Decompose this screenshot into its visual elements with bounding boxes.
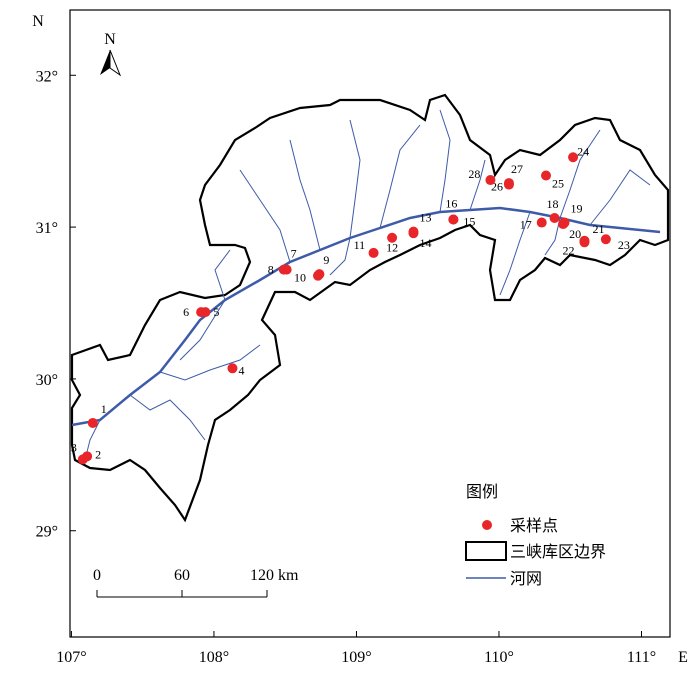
sampling-point: [387, 232, 398, 243]
frame: [69, 9, 671, 638]
point-label: 5: [213, 305, 219, 319]
sampling-point: [196, 307, 207, 318]
point-label: 12: [386, 241, 398, 255]
point-label: 27: [511, 162, 523, 176]
sampling-point: [312, 270, 323, 281]
legend-item: 河网: [510, 570, 542, 588]
point-label: 9: [323, 253, 329, 267]
point-label: 22: [562, 243, 574, 257]
sampling-point: [368, 247, 379, 258]
point-label: 2: [95, 447, 101, 461]
scale-bar: 0 60 120 km: [93, 567, 299, 598]
y-tick-label: 30°: [36, 372, 58, 389]
point-label: 11: [354, 238, 366, 252]
sampling-point: [536, 217, 547, 228]
point-label: 25: [552, 176, 564, 190]
x-tick-label: 111°: [627, 649, 656, 666]
sampling-point: [503, 178, 514, 189]
point-label: 28: [468, 167, 480, 181]
sampling-point: [541, 170, 552, 181]
sampling-point: [558, 219, 569, 230]
sampling-point: [568, 152, 579, 163]
point-label: 7: [291, 247, 297, 261]
scale-label: 60: [174, 567, 190, 584]
point-label: 23: [618, 238, 630, 252]
x-tick-label: 107°: [56, 649, 86, 666]
point-label: 16: [445, 197, 457, 211]
legend-boundary: [465, 541, 507, 561]
sampling-point: [448, 214, 459, 225]
x-tick-label: 109°: [341, 649, 371, 666]
point-label: 13: [419, 211, 431, 225]
sampling-point: [600, 234, 611, 245]
legend-item: 三峡库区边界: [510, 543, 606, 561]
point-label: 19: [571, 202, 583, 216]
sampling-point: [485, 175, 496, 186]
point-label: 24: [577, 144, 589, 158]
point-label: 4: [238, 363, 244, 377]
y-tick-label: 31°: [36, 220, 58, 237]
x-tick-label: 108°: [199, 649, 229, 666]
sampling-point: [87, 417, 98, 428]
reservoir-boundary: [70, 93, 670, 523]
point-label: 18: [547, 197, 559, 211]
sampling-point: [278, 264, 289, 275]
point-label: 10: [294, 271, 306, 285]
y-tick-label: 32°: [36, 68, 58, 85]
point-label: 14: [419, 236, 431, 250]
legend-point: [482, 520, 492, 530]
legend: 图例 采样点 三峡库区边界 河网: [465, 483, 606, 588]
sampling-point: [77, 454, 88, 465]
sampling-point: [408, 228, 419, 239]
north-arrow: N: [100, 31, 122, 77]
x-axis-label: E: [678, 649, 688, 666]
y-tick-label: 29°: [36, 524, 58, 541]
point-label: 20: [569, 227, 581, 241]
x-tick-label: 110°: [484, 649, 514, 666]
legend-item: 采样点: [510, 517, 558, 535]
point-label: 6: [183, 305, 189, 319]
legend-title: 图例: [466, 483, 498, 501]
scale-label: 120 km: [250, 567, 299, 584]
point-label: 15: [463, 215, 475, 229]
point-label: 17: [520, 218, 532, 232]
point-label: 3: [71, 440, 77, 454]
point-label: 21: [592, 222, 604, 236]
sampling-point: [227, 363, 238, 374]
sampling-point: [549, 212, 560, 223]
y-axis-label: N: [32, 13, 44, 30]
sampling-point: [579, 237, 590, 248]
point-label: 1: [101, 402, 107, 416]
scale-label: 0: [93, 567, 101, 584]
point-label: 8: [268, 263, 274, 277]
north-label: N: [104, 31, 116, 48]
